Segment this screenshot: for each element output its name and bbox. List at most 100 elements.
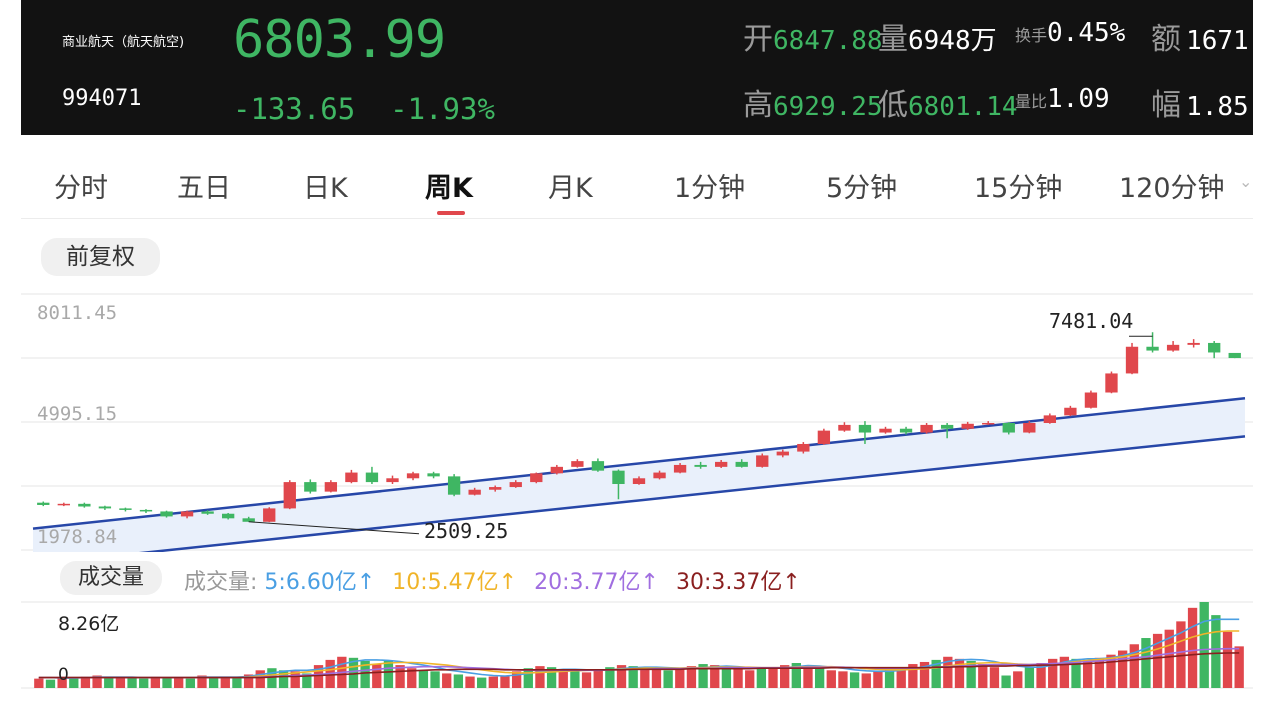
ma10-legend: 10:5.47亿↑ bbox=[392, 570, 518, 595]
stat-open: 开6847.88 bbox=[743, 14, 883, 58]
change-percent: -1.93% bbox=[390, 92, 495, 126]
candle bbox=[612, 469, 625, 500]
quote-header: 商业航天（航天航空) 994071 6803.99 -133.65 -1.93%… bbox=[21, 0, 1253, 135]
volume-bar bbox=[1141, 638, 1151, 688]
candle bbox=[920, 423, 933, 434]
volume-bar bbox=[69, 678, 79, 688]
tab-120-minute[interactable]: 120分钟 bbox=[1119, 173, 1225, 204]
volume-bar bbox=[127, 677, 137, 688]
annotation-high: 7481.04 bbox=[1049, 309, 1134, 333]
tab-intraday[interactable]: 分时 bbox=[54, 173, 108, 204]
high-value: 6929.25 bbox=[773, 92, 883, 122]
candle bbox=[1187, 339, 1200, 348]
volume-bar bbox=[243, 674, 254, 688]
tab-five-day[interactable]: 五日 bbox=[177, 173, 231, 204]
candle bbox=[37, 501, 50, 507]
stat-amplitude: 幅 1.85 bbox=[1151, 80, 1249, 124]
annotation-low: 2509.25 bbox=[424, 519, 509, 543]
tab-15-minute[interactable]: 15分钟 bbox=[974, 173, 1063, 204]
volume-bar bbox=[535, 666, 545, 688]
volume-bar bbox=[500, 675, 510, 688]
volume-bar bbox=[1211, 615, 1221, 688]
volume-bar bbox=[162, 677, 172, 688]
active-tab-indicator bbox=[437, 211, 465, 215]
volume-bar bbox=[1036, 663, 1046, 688]
candle bbox=[1125, 342, 1139, 375]
candle bbox=[119, 507, 132, 512]
volume-bar bbox=[908, 664, 918, 688]
price-change: -133.65 -1.93% bbox=[233, 92, 495, 126]
candle bbox=[715, 459, 728, 468]
candle bbox=[632, 476, 646, 485]
adjust-mode-button[interactable]: 前复权 bbox=[41, 238, 160, 276]
candle bbox=[940, 423, 954, 439]
tab-monthly-k[interactable]: 月K bbox=[548, 173, 593, 204]
tab-1-minute[interactable]: 1分钟 bbox=[674, 173, 746, 204]
candle bbox=[1166, 341, 1180, 352]
channel-band bbox=[33, 398, 1245, 552]
volume-bar bbox=[104, 677, 114, 688]
candle bbox=[139, 509, 153, 513]
ma20-line bbox=[38, 647, 1240, 679]
candle bbox=[1064, 405, 1077, 417]
candle bbox=[345, 469, 358, 484]
volume-bar bbox=[360, 660, 370, 688]
volume-bar bbox=[581, 672, 592, 688]
volume-bar bbox=[150, 676, 161, 688]
candle bbox=[1002, 422, 1015, 435]
volume-bar bbox=[453, 674, 464, 688]
turnover-label: 换手 bbox=[1015, 26, 1048, 45]
candle bbox=[776, 449, 789, 458]
candle bbox=[386, 475, 399, 485]
volume-bar bbox=[174, 677, 184, 688]
low-label: 低 bbox=[878, 88, 908, 123]
volume-bar bbox=[92, 675, 102, 688]
volume-bar bbox=[313, 665, 324, 688]
tab-weekly-k[interactable]: 周K bbox=[425, 173, 473, 204]
ma20-legend: 20:3.77亿↑ bbox=[534, 570, 659, 595]
volume-bar bbox=[185, 678, 195, 688]
volume-bar bbox=[721, 667, 732, 688]
stat-amount: 额 1671 bbox=[1151, 14, 1249, 58]
stat-low: 低6801.14 bbox=[878, 80, 1018, 124]
volume-bar bbox=[826, 670, 836, 688]
volume-bar bbox=[302, 673, 312, 688]
volume-bar bbox=[546, 667, 557, 688]
candle bbox=[899, 426, 913, 435]
volume-bar bbox=[791, 663, 801, 688]
tab-daily-k[interactable]: 日K bbox=[303, 173, 348, 204]
candle bbox=[735, 459, 748, 468]
last-price: 6803.99 bbox=[233, 10, 446, 70]
tab-5-minute[interactable]: 5分钟 bbox=[826, 173, 898, 204]
volume-bar bbox=[698, 664, 708, 688]
candle bbox=[406, 471, 420, 481]
candle bbox=[304, 479, 317, 494]
volume-bar bbox=[570, 671, 580, 688]
volume-bar bbox=[896, 667, 906, 688]
candle bbox=[550, 464, 563, 475]
y-tick-bottom: 1978.84 bbox=[37, 526, 118, 548]
candle bbox=[571, 459, 584, 468]
volume-bar bbox=[931, 659, 941, 688]
y-tick-top: 8011.45 bbox=[37, 302, 118, 324]
volume-chart bbox=[21, 601, 1253, 689]
volume-bar bbox=[57, 677, 67, 688]
volume-bar bbox=[1083, 660, 1093, 688]
chevron-down-icon[interactable]: ⌄ bbox=[1239, 172, 1253, 191]
volume-bar bbox=[1071, 658, 1081, 688]
channel-lower-line bbox=[138, 435, 1246, 552]
volume-bar bbox=[628, 666, 638, 688]
volume-indicator-button[interactable]: 成交量 bbox=[60, 561, 162, 595]
volume-bar bbox=[849, 672, 860, 688]
candle bbox=[221, 512, 235, 520]
volume-bar bbox=[814, 668, 825, 688]
volume-bar bbox=[115, 676, 126, 688]
volume-ma-legend: 成交量: 5:6.60亿↑ 10:5.47亿↑ 20:3.77亿↑ 30:3.3… bbox=[184, 570, 801, 595]
amount-value: 1671 bbox=[1186, 26, 1249, 56]
volume-bar bbox=[255, 670, 265, 688]
volume-value: 6948万 bbox=[908, 26, 997, 56]
candle bbox=[509, 480, 522, 488]
volume-bar bbox=[838, 671, 848, 688]
candle bbox=[530, 472, 543, 484]
volume-bar bbox=[80, 676, 91, 688]
